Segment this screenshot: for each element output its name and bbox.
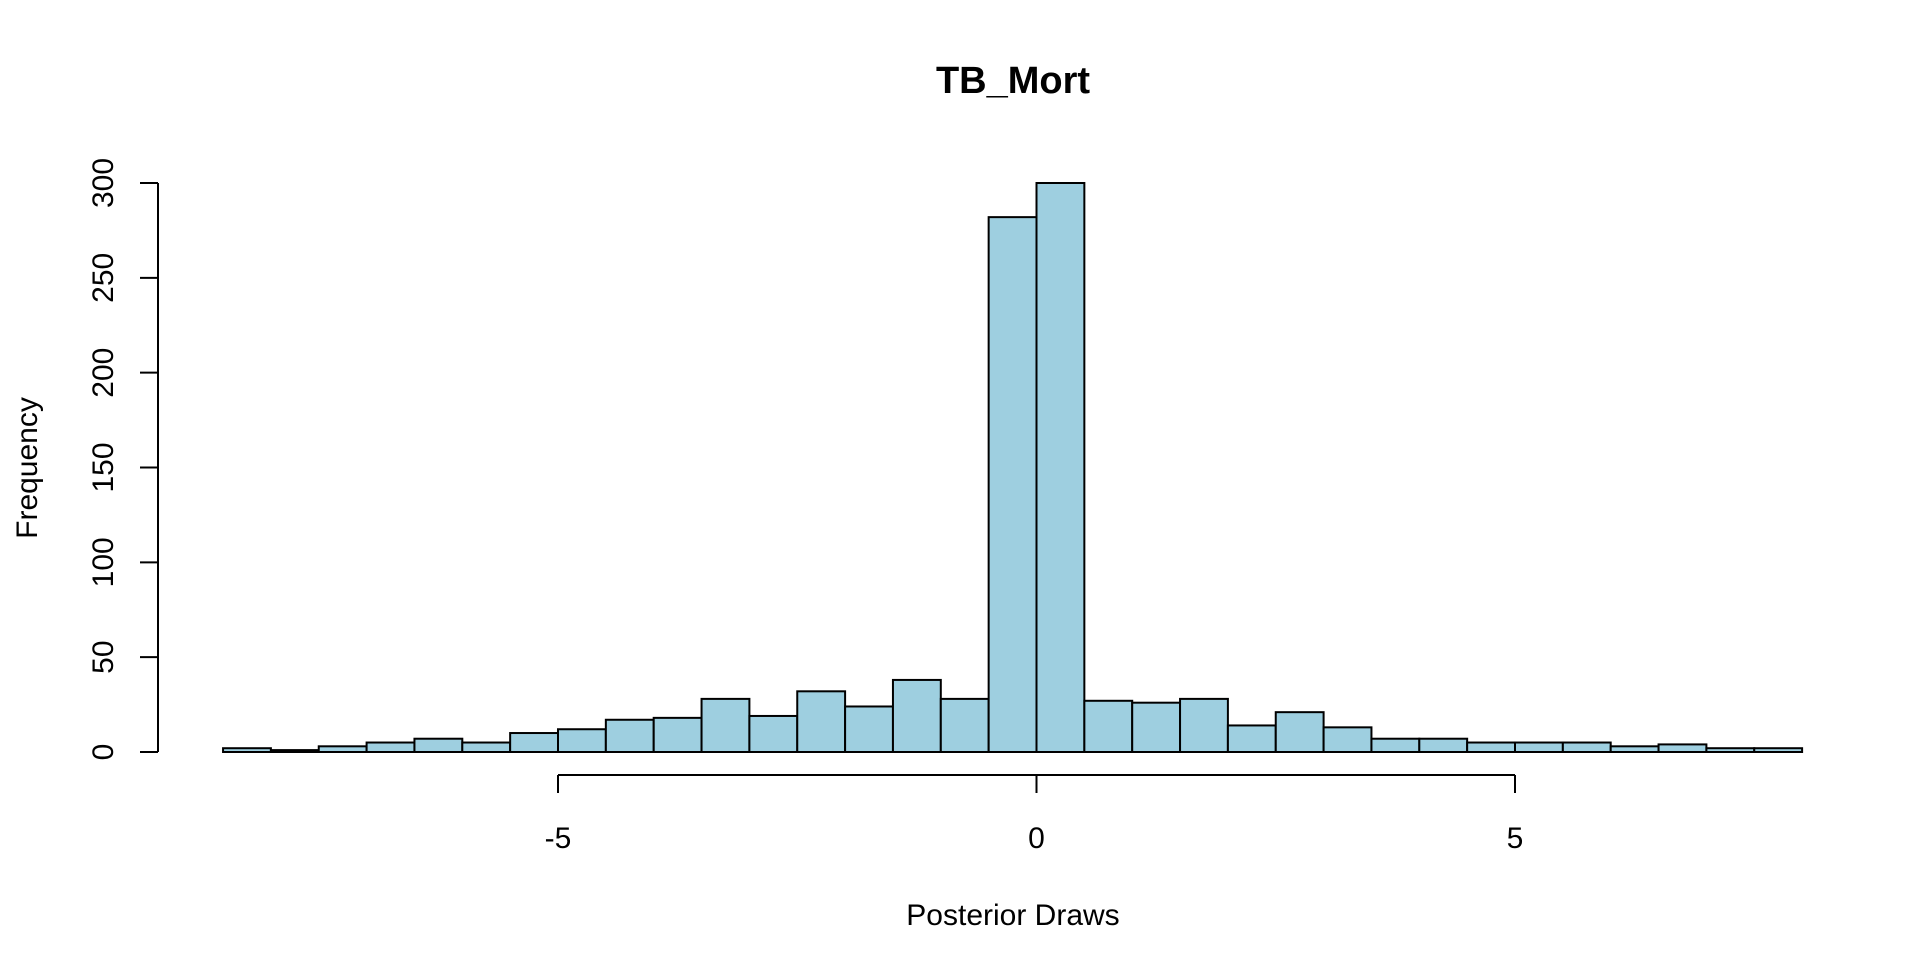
histogram-bar — [1370, 737, 1421, 753]
y-tick-label: 250 — [87, 253, 120, 303]
histogram-bar — [1322, 726, 1373, 754]
histogram-bar — [1274, 711, 1325, 753]
histogram-bar — [700, 697, 751, 754]
histogram-bar — [269, 749, 320, 753]
histogram-bar — [222, 747, 272, 754]
histogram-bar — [844, 705, 894, 753]
histogram-bar — [1561, 741, 1612, 754]
histogram-bar — [987, 216, 1038, 753]
histogram-bar — [365, 741, 416, 754]
y-axis-label: Frequency — [11, 397, 44, 539]
y-tick-label: 150 — [87, 442, 120, 492]
y-tick-label: 50 — [87, 640, 120, 673]
histogram-bar — [1753, 747, 1804, 754]
histogram-bar — [939, 697, 990, 754]
histogram-bar — [1657, 743, 1708, 753]
histogram-bar — [796, 690, 847, 753]
histogram-bar — [557, 728, 607, 753]
x-tick-label: -5 — [545, 822, 572, 855]
histogram-bar — [1131, 701, 1182, 754]
y-tick-label: 0 — [87, 744, 120, 761]
x-tick-label: 0 — [1028, 822, 1045, 855]
histogram-bars — [222, 182, 1804, 754]
histogram-bar — [1083, 699, 1134, 753]
histogram-bar — [1226, 724, 1277, 754]
histogram-bar — [509, 732, 559, 754]
y-axis: 0 50 100 150 200 250 300 — [87, 158, 159, 761]
y-tick-label: 300 — [87, 158, 120, 208]
histogram-bar — [652, 716, 703, 753]
histogram-bar — [1609, 745, 1660, 753]
histogram-bar — [413, 737, 464, 753]
x-axis: -5 0 5 — [545, 774, 1524, 855]
histogram-bar — [1418, 737, 1469, 753]
histogram-bar — [1514, 741, 1564, 754]
histogram-bar — [604, 718, 655, 754]
x-axis-label: Posterior Draws — [906, 899, 1119, 932]
x-tick-label: 5 — [1507, 822, 1524, 855]
y-tick-label: 100 — [87, 537, 120, 587]
histogram-bar — [748, 714, 799, 754]
histogram-bar — [1466, 741, 1517, 754]
histogram-bar — [1179, 697, 1229, 754]
chart-title: TB_Mort — [936, 60, 1090, 102]
histogram-bar — [1705, 747, 1756, 754]
histogram-bar — [1035, 182, 1086, 753]
y-tick-label: 200 — [87, 348, 120, 398]
histogram-bar — [461, 741, 512, 754]
histogram-bar — [317, 745, 368, 753]
histogram-bar — [891, 678, 942, 753]
